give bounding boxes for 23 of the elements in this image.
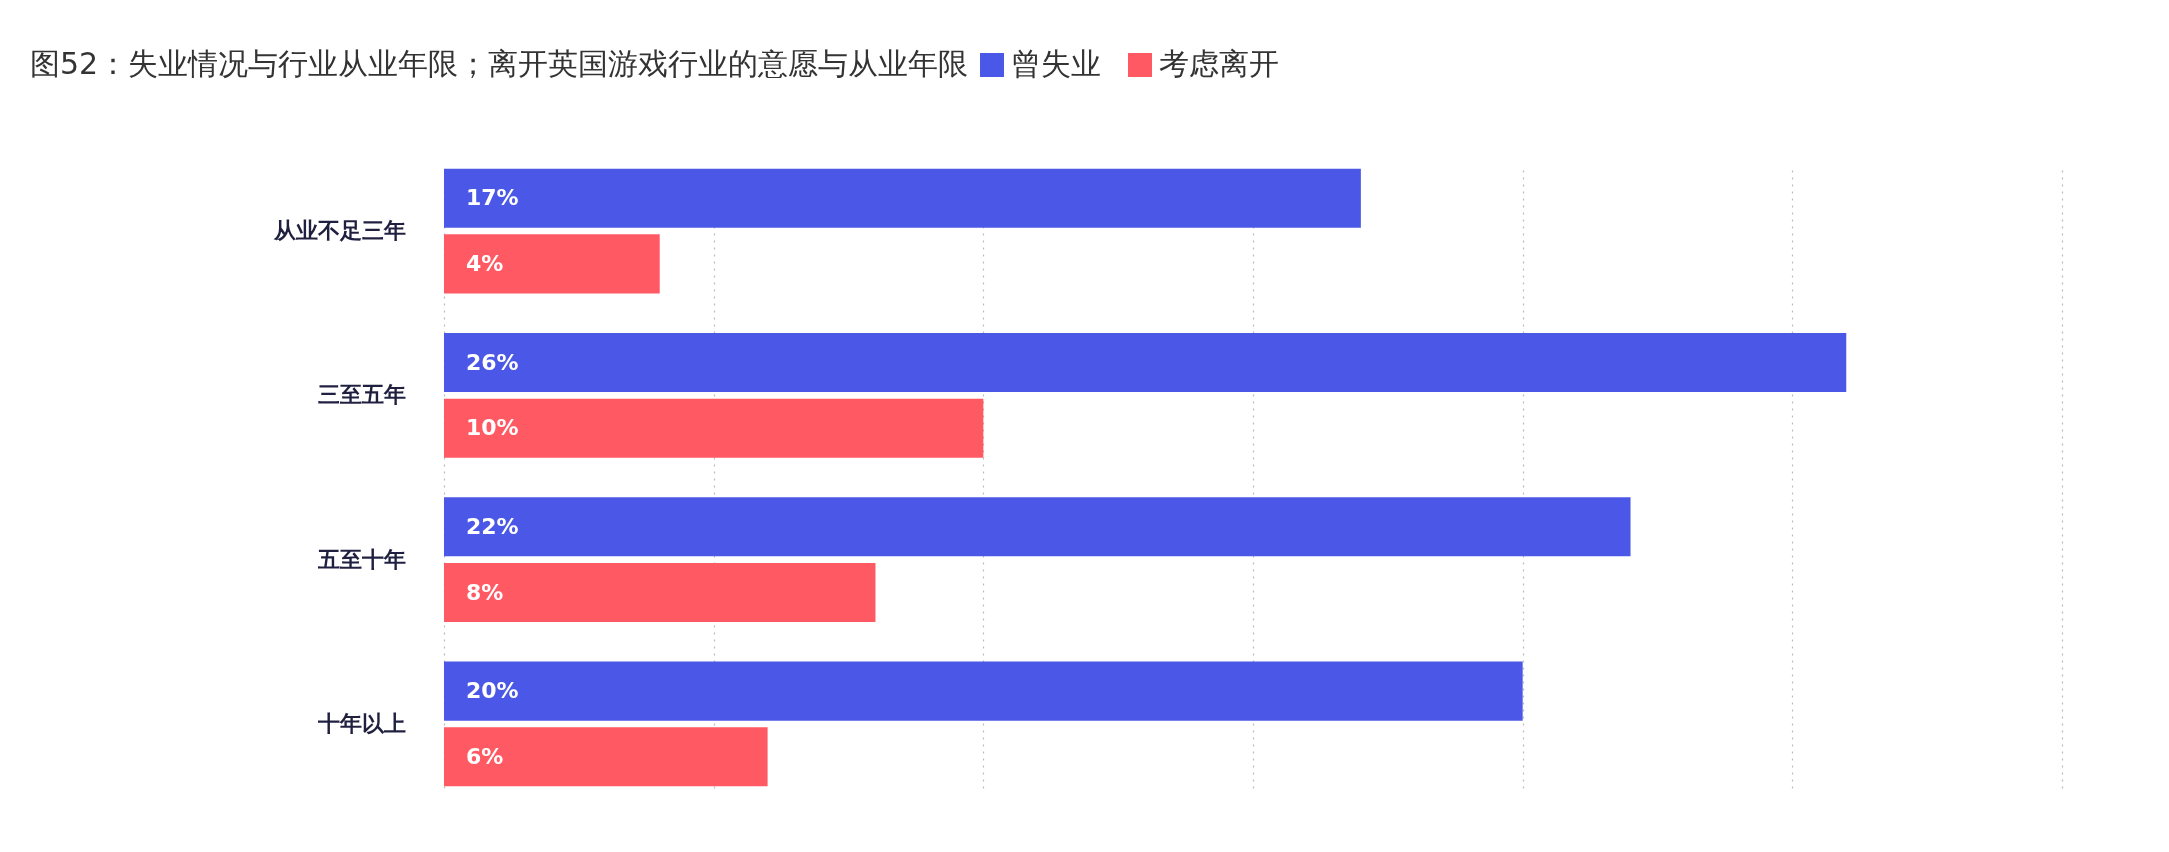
bar (444, 727, 768, 787)
bar (444, 234, 660, 294)
bar (444, 497, 1631, 557)
data-label: 20% (466, 678, 519, 704)
legend-label: 曾失业 (1011, 46, 1101, 81)
bar (444, 168, 1361, 228)
data-label: 26% (466, 349, 519, 375)
bar (444, 661, 1523, 721)
data-label: 22% (466, 513, 519, 539)
y-tick-label: 五至十年 (316, 546, 406, 572)
legend-label: 考虑离开 (1159, 46, 1279, 81)
data-label: 10% (466, 415, 519, 441)
bar (444, 562, 876, 623)
bar (444, 398, 984, 458)
y-tick-label: 三至五年 (317, 382, 406, 408)
data-label: 4% (466, 250, 504, 276)
chart-title: 图52：失业情况与行业从业年限；离开英国游戏行业的意愿与从业年限 (30, 46, 969, 81)
bar (444, 332, 1847, 393)
y-tick-label: 从业不足三年 (272, 218, 406, 244)
data-label: 8% (466, 579, 504, 605)
data-label: 6% (466, 743, 504, 769)
y-tick-label: 十年以上 (316, 710, 406, 736)
data-label: 17% (466, 185, 519, 211)
